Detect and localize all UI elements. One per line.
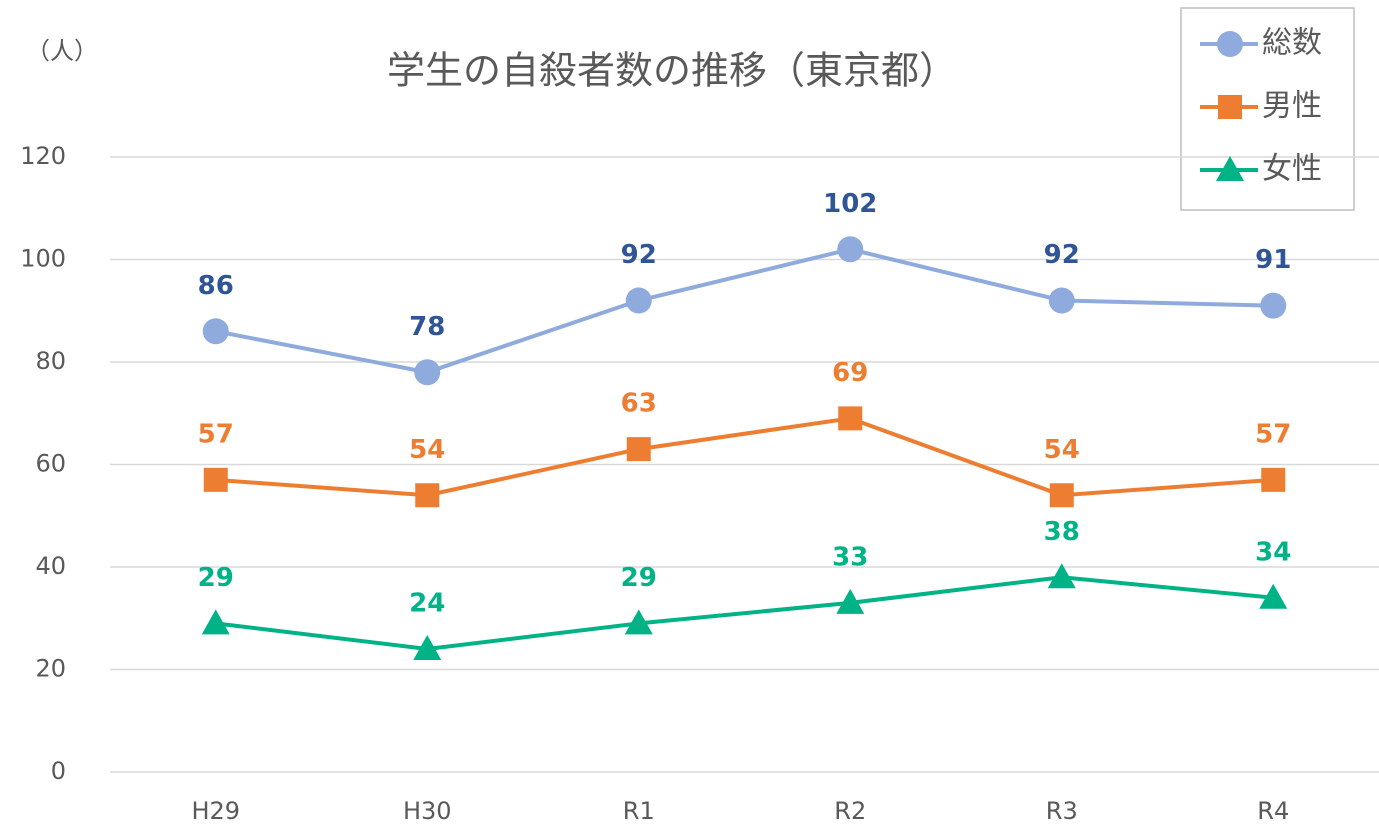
data-label: 33 — [832, 542, 868, 572]
data-label: 38 — [1044, 517, 1080, 547]
data-label: 92 — [1044, 240, 1080, 270]
point — [626, 437, 651, 462]
point — [203, 467, 228, 492]
data-label: 92 — [621, 240, 657, 270]
data-label: 54 — [409, 435, 445, 465]
point — [415, 483, 440, 508]
point — [1049, 483, 1074, 508]
legend-marker — [1217, 31, 1243, 57]
data-label: 34 — [1255, 537, 1291, 567]
data-label: 91 — [1255, 245, 1291, 275]
series-line — [215, 575, 1274, 652]
point — [625, 287, 652, 314]
y-tick-label: 0 — [51, 757, 66, 785]
legend-marker — [1218, 95, 1242, 119]
data-label: 63 — [621, 389, 657, 419]
legend-label: 女性 — [1262, 152, 1322, 187]
y-tick-label: 40 — [35, 552, 66, 580]
point — [1260, 292, 1287, 319]
point — [414, 359, 441, 386]
point — [201, 609, 230, 635]
point — [413, 635, 442, 660]
x-tick-label: R4 — [1257, 797, 1289, 825]
x-tick-label: R1 — [623, 797, 655, 825]
data-label: 69 — [832, 358, 868, 388]
x-tick-label: H29 — [191, 797, 240, 825]
x-tick-label: R2 — [834, 797, 866, 825]
data-label: 78 — [409, 312, 445, 342]
x-tick-label: R3 — [1046, 797, 1078, 825]
x-tick-label: H30 — [403, 797, 452, 825]
point — [1259, 583, 1288, 609]
data-label: 102 — [823, 189, 877, 219]
data-label: 24 — [409, 589, 445, 619]
data-label: 57 — [198, 419, 234, 449]
y-tick-label: 80 — [35, 347, 66, 375]
point — [1047, 563, 1076, 589]
point — [624, 609, 653, 635]
point — [838, 406, 863, 431]
y-tick-label: 120 — [20, 142, 66, 170]
chart-title: 学生の自殺者数の推移（東京都） — [387, 49, 957, 93]
legend-label: 男性 — [1262, 89, 1322, 124]
data-label: 29 — [198, 563, 234, 593]
point — [1048, 287, 1075, 314]
point — [837, 236, 864, 263]
series-line — [215, 416, 1274, 498]
data-label: 57 — [1255, 419, 1291, 449]
data-label: 86 — [198, 271, 234, 301]
point — [202, 318, 229, 345]
y-tick-label: 100 — [20, 245, 66, 273]
data-label: 54 — [1044, 435, 1080, 465]
point — [1261, 467, 1286, 492]
y-tick-label: 60 — [35, 450, 66, 478]
series-line — [215, 247, 1274, 375]
legend-label: 総数 — [1262, 26, 1322, 61]
y-tick-label: 20 — [35, 655, 66, 683]
y-axis-label: （人） — [26, 37, 98, 65]
legend-marker — [1216, 156, 1244, 181]
data-label: 29 — [621, 563, 657, 593]
point — [836, 588, 865, 614]
